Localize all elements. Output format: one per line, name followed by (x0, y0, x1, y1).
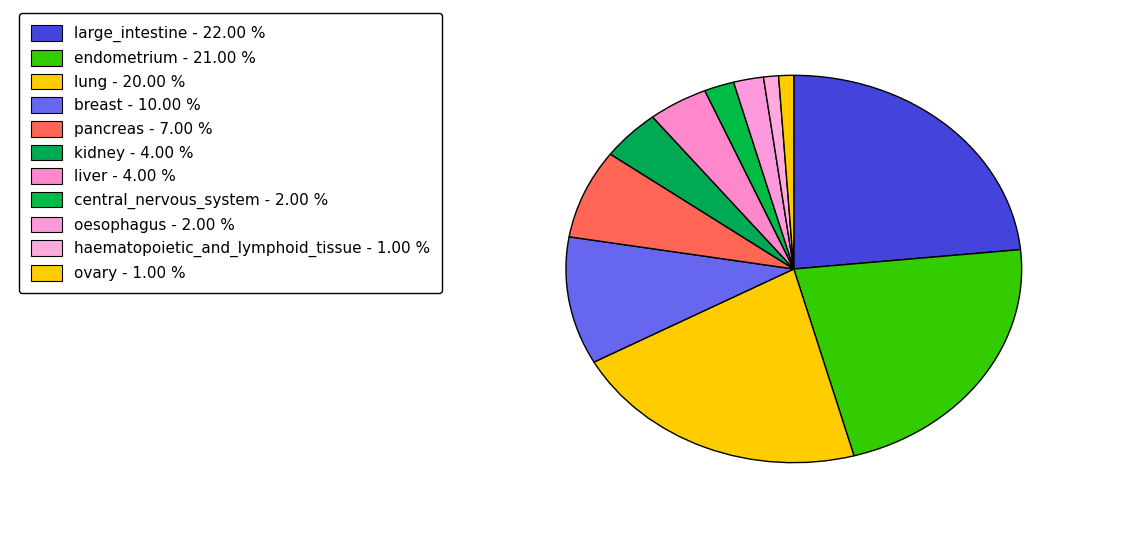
Wedge shape (794, 75, 1021, 269)
Wedge shape (734, 77, 794, 269)
Wedge shape (594, 269, 854, 463)
Wedge shape (652, 91, 794, 269)
Wedge shape (763, 76, 794, 269)
Wedge shape (779, 75, 794, 269)
Legend: large_intestine - 22.00 %, endometrium - 21.00 %, lung - 20.00 %, breast - 10.00: large_intestine - 22.00 %, endometrium -… (19, 13, 442, 293)
Wedge shape (566, 237, 794, 362)
Wedge shape (794, 250, 1022, 456)
Wedge shape (569, 154, 794, 269)
Wedge shape (610, 117, 794, 269)
Wedge shape (705, 82, 794, 269)
